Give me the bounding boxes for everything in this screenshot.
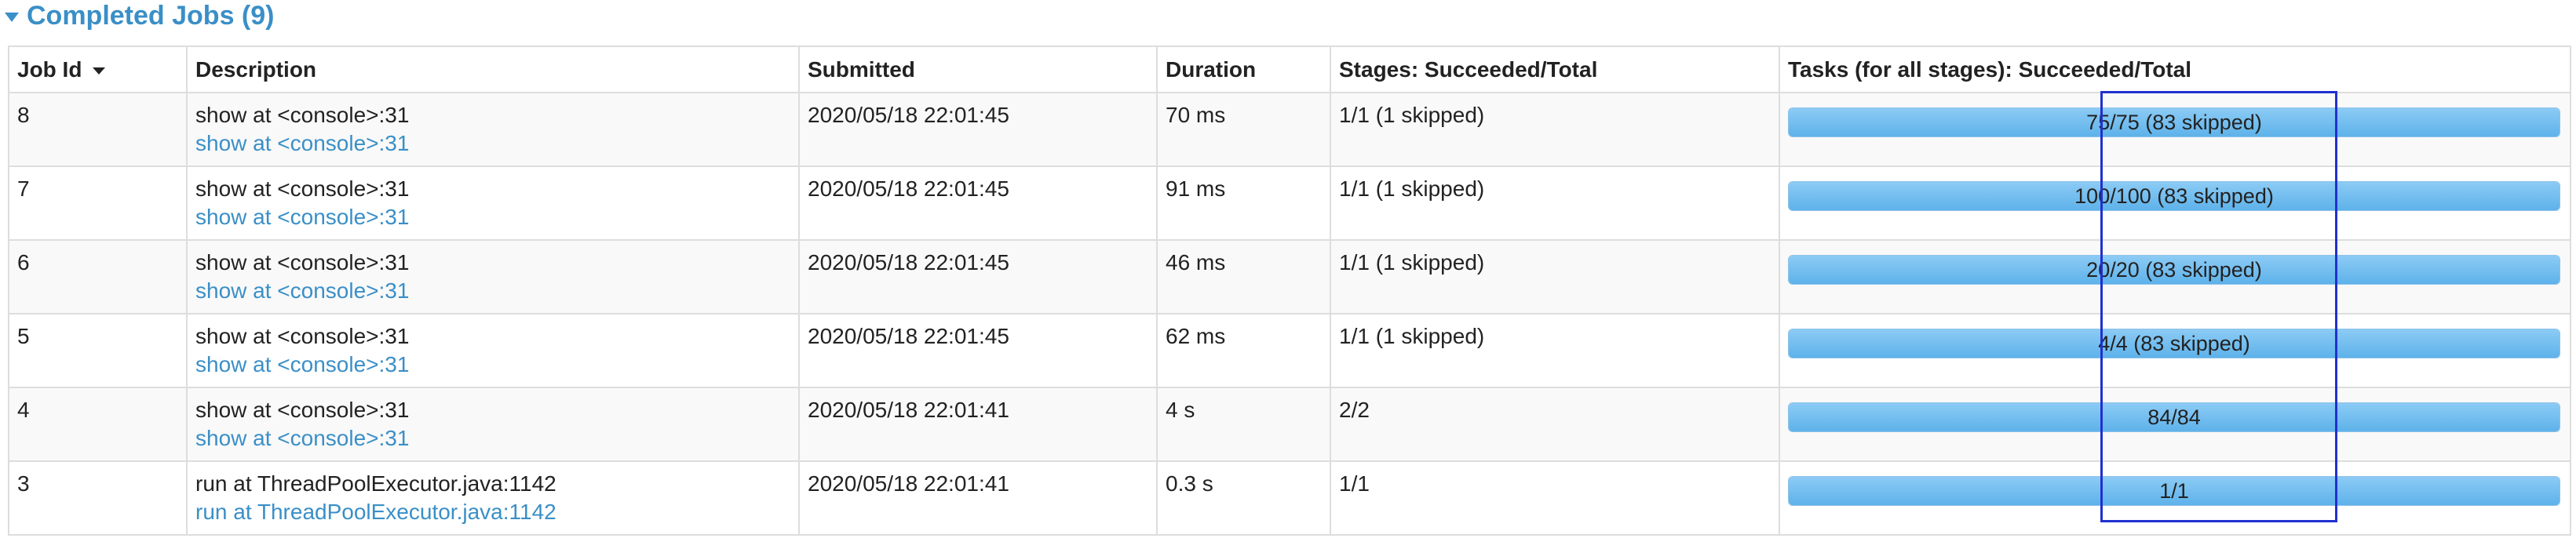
job-id-cell: 6 [8,239,188,315]
progress-fill [1789,108,2560,136]
stages-cell: 1/1 [1330,460,1780,536]
job-description: show at <console>:31 [195,103,410,127]
submitted-cell: 2020/05/18 22:01:45 [798,165,1158,241]
description-cell: show at <console>:31 show at <console>:3… [186,92,800,167]
column-header-label: Duration [1166,56,1257,82]
stages-cell: 1/1 (1 skipped) [1330,165,1780,241]
progress-fill [1789,182,2560,210]
progress-fill [1789,256,2560,284]
submitted-cell: 2020/05/18 22:01:45 [798,92,1158,167]
tasks-cell: 20/20 (83 skipped) [1779,239,2571,315]
column-header-label: Description [195,56,317,82]
progress-label: 84/84 [2147,405,2201,429]
job-detail-link[interactable]: show at <console>:31 [195,426,410,450]
job-description: show at <console>:31 [195,398,410,422]
job-id-cell: 8 [8,92,188,167]
table-row: 3 run at ThreadPoolExecutor.java:1142 ru… [8,460,2571,536]
tasks-progress-bar: 1/1 [1788,476,2560,506]
duration-cell: 46 ms [1156,239,1331,315]
job-id-cell: 5 [8,313,188,388]
progress-label: 1/1 [2159,478,2189,503]
duration-cell: 4 s [1156,387,1331,462]
job-detail-link[interactable]: show at <console>:31 [195,352,410,376]
column-header-job-id[interactable]: Job Id [8,45,188,93]
job-description: show at <console>:31 [195,324,410,348]
job-description: run at ThreadPoolExecutor.java:1142 [195,471,556,496]
completed-jobs-header[interactable]: Completed Jobs (9) [0,0,274,31]
duration-cell: 62 ms [1156,313,1331,388]
progress-fill [1789,403,2560,431]
job-detail-link[interactable]: show at <console>:31 [195,205,410,229]
tasks-progress-bar: 4/4 (83 skipped) [1788,329,2560,358]
table-row: 8 show at <console>:31 show at <console>… [8,92,2571,167]
submitted-cell: 2020/05/18 22:01:45 [798,313,1158,388]
submitted-cell: 2020/05/18 22:01:41 [798,387,1158,462]
stages-cell: 1/1 (1 skipped) [1330,313,1780,388]
progress-label: 20/20 (83 skipped) [2086,257,2262,282]
table-row: 4 show at <console>:31 show at <console>… [8,387,2571,462]
progress-label: 4/4 (83 skipped) [2098,331,2250,355]
column-header-tasks[interactable]: Tasks (for all stages): Succeeded/Total [1779,45,2571,93]
description-cell: show at <console>:31 show at <console>:3… [186,387,800,462]
job-id-cell: 3 [8,460,188,536]
description-cell: run at ThreadPoolExecutor.java:1142 run … [186,460,800,536]
duration-cell: 0.3 s [1156,460,1331,536]
tasks-progress-bar: 20/20 (83 skipped) [1788,255,2560,285]
tasks-progress-bar: 100/100 (83 skipped) [1788,181,2560,211]
stages-cell: 1/1 (1 skipped) [1330,92,1780,167]
job-id-cell: 7 [8,165,188,241]
stages-cell: 2/2 [1330,387,1780,462]
progress-label: 75/75 (83 skipped) [2086,110,2262,134]
description-cell: show at <console>:31 show at <console>:3… [186,239,800,315]
column-header-label: Stages: Succeeded/Total [1339,56,1598,82]
description-cell: show at <console>:31 show at <console>:3… [186,313,800,388]
table-row: 5 show at <console>:31 show at <console>… [8,313,2571,388]
column-header-stages[interactable]: Stages: Succeeded/Total [1330,45,1780,93]
column-header-submitted[interactable]: Submitted [798,45,1158,93]
table-row: 7 show at <console>:31 show at <console>… [8,165,2571,241]
tasks-progress-bar: 84/84 [1788,402,2560,432]
section-title: Completed Jobs (9) [27,0,275,31]
tasks-cell: 84/84 [1779,387,2571,462]
job-description: show at <console>:31 [195,250,410,275]
tasks-cell: 1/1 [1779,460,2571,536]
sort-descending-icon[interactable] [93,67,106,75]
collapse-triangle-icon[interactable] [5,13,19,22]
duration-cell: 91 ms [1156,165,1331,241]
submitted-cell: 2020/05/18 22:01:45 [798,239,1158,315]
column-header-label: Submitted [808,56,915,82]
table-header-row: Job Id Description Submitted Duration St… [8,45,2571,93]
column-header-duration[interactable]: Duration [1156,45,1331,93]
progress-fill [1789,329,2560,358]
column-header-description[interactable]: Description [186,45,800,93]
job-detail-link[interactable]: show at <console>:31 [195,131,410,155]
stages-cell: 1/1 (1 skipped) [1330,239,1780,315]
description-cell: show at <console>:31 show at <console>:3… [186,165,800,241]
tasks-cell: 4/4 (83 skipped) [1779,313,2571,388]
job-detail-link[interactable]: show at <console>:31 [195,278,410,303]
table-row: 6 show at <console>:31 show at <console>… [8,239,2571,315]
duration-cell: 70 ms [1156,92,1331,167]
tasks-cell: 100/100 (83 skipped) [1779,165,2571,241]
tasks-cell: 75/75 (83 skipped) [1779,92,2571,167]
job-id-cell: 4 [8,387,188,462]
column-header-label: Job Id [17,56,82,82]
tasks-progress-bar: 75/75 (83 skipped) [1788,107,2560,137]
column-header-label: Tasks (for all stages): Succeeded/Total [1788,56,2192,82]
progress-fill [1789,477,2560,505]
job-description: show at <console>:31 [195,176,410,201]
submitted-cell: 2020/05/18 22:01:41 [798,460,1158,536]
progress-label: 100/100 (83 skipped) [2074,184,2274,208]
completed-jobs-table: Job Id Description Submitted Duration St… [8,45,2571,536]
job-detail-link[interactable]: run at ThreadPoolExecutor.java:1142 [195,500,556,524]
